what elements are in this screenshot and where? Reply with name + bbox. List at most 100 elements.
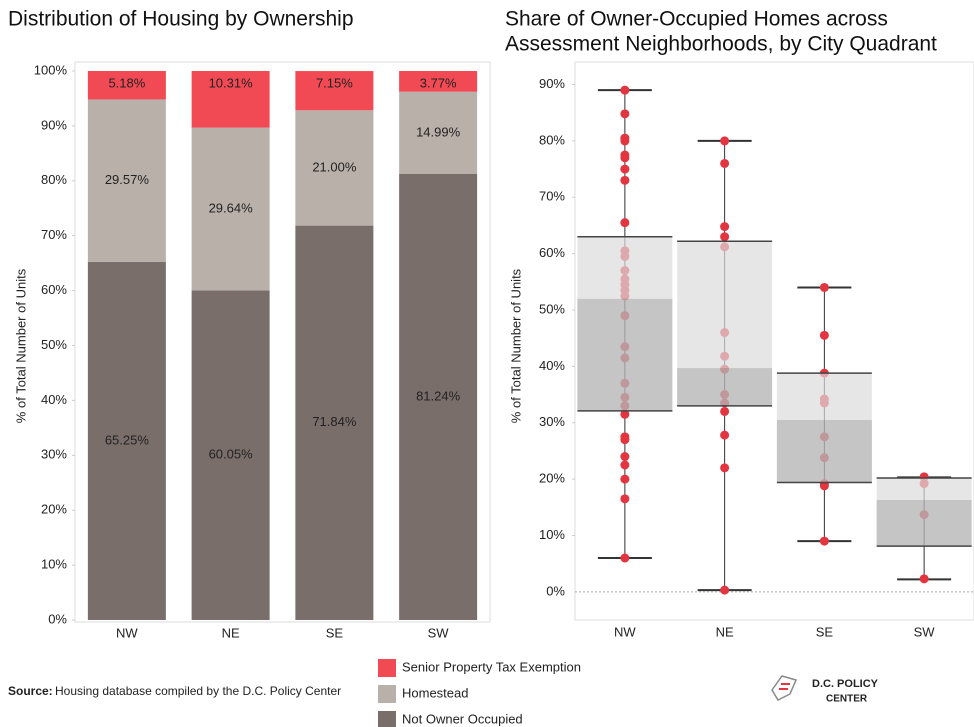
box-lower xyxy=(876,499,972,547)
data-label: 14.99% xyxy=(416,124,461,139)
data-label: 71.84% xyxy=(312,414,357,429)
data-point xyxy=(620,153,630,163)
data-point xyxy=(620,435,630,445)
box-upper xyxy=(577,236,673,299)
box-lower xyxy=(577,298,673,411)
data-point xyxy=(620,460,630,470)
data-label: 29.64% xyxy=(209,200,254,215)
data-point xyxy=(819,330,829,340)
logo-text: D.C. POLICY xyxy=(812,678,879,690)
y-tick-label: 70% xyxy=(41,227,67,242)
box-lower xyxy=(776,419,872,483)
data-point xyxy=(620,175,630,185)
plot-frame xyxy=(74,61,491,623)
data-point xyxy=(620,474,630,484)
x-tick-label: NW xyxy=(116,625,138,640)
legend-swatch xyxy=(378,711,396,727)
data-point xyxy=(720,232,730,242)
y-tick-label: 90% xyxy=(539,76,565,91)
bar-segment xyxy=(87,261,166,620)
legend-swatch xyxy=(378,659,396,677)
data-point xyxy=(720,430,730,440)
data-point xyxy=(819,536,829,546)
box-upper xyxy=(677,241,773,369)
y-tick-label: 60% xyxy=(41,282,67,297)
y-tick-label: 10% xyxy=(41,557,67,572)
data-point xyxy=(720,222,730,232)
data-label: 65.25% xyxy=(105,432,150,447)
data-label: 3.77% xyxy=(420,75,457,90)
legend-label: Homestead xyxy=(402,685,468,700)
y-tick-label: 40% xyxy=(41,392,67,407)
bar-segment xyxy=(295,110,374,226)
data-point xyxy=(819,481,829,491)
bar-segment xyxy=(191,290,270,620)
x-tick-label: SE xyxy=(326,625,344,640)
chart-title: Distribution of Housing by Ownership xyxy=(8,8,354,31)
logo-icon xyxy=(771,675,798,701)
bar-segment xyxy=(87,99,166,262)
data-point xyxy=(620,85,630,95)
y-tick-label: 0% xyxy=(48,611,67,626)
legend-label: Senior Property Tax Exemption xyxy=(402,659,581,674)
y-axis-label: % of Total Number of Units xyxy=(508,268,523,423)
legend-swatch xyxy=(378,685,396,703)
data-point xyxy=(720,463,730,473)
source-label: Source: xyxy=(8,684,53,698)
data-point xyxy=(720,158,730,168)
data-point xyxy=(720,406,730,416)
y-tick-label: 70% xyxy=(539,189,565,204)
y-tick-label: 20% xyxy=(539,471,565,486)
x-tick-label: SE xyxy=(816,624,834,639)
y-tick-label: 90% xyxy=(41,117,67,132)
data-label: 60.05% xyxy=(209,447,254,462)
y-tick-label: 50% xyxy=(539,301,565,316)
bar-segment xyxy=(399,173,478,620)
data-point xyxy=(720,585,730,595)
bar-segment xyxy=(191,71,270,128)
chart-title: Assessment Neighborhoods, by City Quadra… xyxy=(505,33,937,56)
data-point xyxy=(620,109,630,119)
bar-segment xyxy=(295,71,374,111)
logo-text: CENTER xyxy=(826,694,868,705)
data-point xyxy=(919,574,929,584)
bar-segment xyxy=(399,91,478,174)
data-point xyxy=(620,452,630,462)
data-point xyxy=(620,164,630,174)
data-point xyxy=(620,409,630,419)
legend-label: Not Owner Occupied xyxy=(402,711,523,726)
data-label: 29.57% xyxy=(105,172,150,187)
y-tick-label: 20% xyxy=(41,502,67,517)
data-point xyxy=(620,218,630,228)
data-label: 7.15% xyxy=(316,75,353,90)
bar-segment xyxy=(399,71,478,92)
data-label: 21.00% xyxy=(312,159,357,174)
y-axis-label: % of Total Number of Units xyxy=(13,268,28,423)
y-tick-label: 40% xyxy=(539,358,565,373)
data-point xyxy=(819,282,829,292)
x-tick-label: NE xyxy=(716,624,734,639)
data-point xyxy=(620,136,630,146)
plot-frame xyxy=(574,61,974,621)
source: Housing database compiled by the D.C. Po… xyxy=(55,684,341,698)
box-upper xyxy=(876,477,972,500)
data-point xyxy=(620,494,630,504)
y-tick-label: 10% xyxy=(539,527,565,542)
y-tick-label: 0% xyxy=(546,583,565,598)
bar-segment xyxy=(295,225,374,621)
y-tick-label: 50% xyxy=(41,337,67,352)
x-tick-label: SW xyxy=(428,625,450,640)
data-label: 81.24% xyxy=(416,388,461,403)
data-label: 10.31% xyxy=(209,75,254,90)
chart-title: Share of Owner-Occupied Homes across xyxy=(505,8,888,31)
bar-segment xyxy=(87,71,166,100)
y-tick-label: 100% xyxy=(34,62,68,77)
x-tick-label: SW xyxy=(914,624,936,639)
y-tick-label: 80% xyxy=(41,172,67,187)
bar-segment xyxy=(191,127,270,291)
box-upper xyxy=(776,373,872,420)
data-point xyxy=(720,136,730,146)
x-tick-label: NE xyxy=(222,625,240,640)
